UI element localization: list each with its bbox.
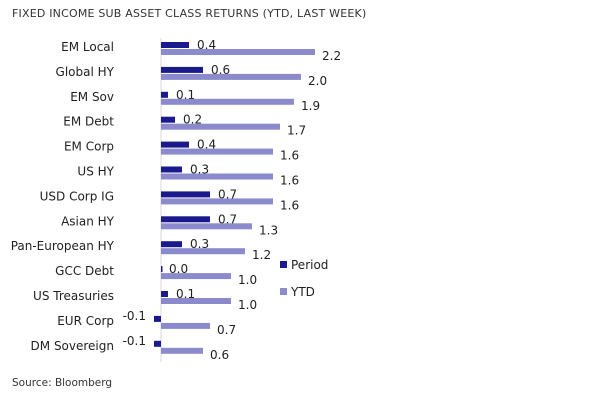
period-bar [161, 91, 168, 98]
legend-label-ytd: YTD [290, 285, 315, 299]
legend-swatch-period [280, 261, 287, 268]
ytd-bar [161, 298, 231, 304]
ytd-value-label: 1.0 [238, 273, 257, 287]
ytd-value-label: 1.2 [252, 248, 271, 262]
period-bar [161, 66, 203, 73]
period-bar [161, 291, 168, 297]
period-value-label: 0.3 [190, 163, 209, 177]
period-bar [161, 241, 182, 248]
ytd-value-label: 1.6 [280, 198, 299, 212]
ytd-value-label: 2.0 [308, 74, 327, 88]
legend-label-period: Period [291, 258, 328, 272]
category-label: Asian HY [61, 214, 115, 228]
period-value-label: -0.1 [123, 334, 146, 348]
ytd-bar [161, 148, 273, 155]
ytd-bar [161, 123, 280, 130]
ytd-bar [161, 73, 301, 80]
ytd-value-label: 0.6 [210, 348, 229, 362]
ytd-bar [161, 347, 203, 354]
category-label: US Treasuries [33, 289, 114, 303]
ytd-value-label: 1.7 [287, 124, 306, 138]
category-label: USD Corp IG [40, 189, 114, 203]
period-bar [161, 166, 182, 173]
category-label: Global HY [56, 65, 115, 79]
category-label: US HY [77, 165, 114, 179]
period-value-label: -0.1 [123, 309, 146, 323]
period-bar [161, 266, 163, 273]
chart-title: FIXED INCOME SUB ASSET CLASS RETURNS (YT… [12, 7, 367, 20]
category-label: EM Local [61, 40, 114, 54]
ytd-bar [161, 273, 231, 280]
period-value-label: 0.0 [169, 262, 188, 276]
period-value-label: 0.3 [190, 237, 209, 251]
period-value-label: 0.4 [197, 138, 216, 152]
ytd-value-label: 1.0 [238, 298, 257, 312]
period-bar [161, 191, 210, 198]
chart-source: Source: Bloomberg [12, 377, 113, 389]
category-label: EM Debt [63, 115, 114, 129]
ytd-bar [161, 49, 315, 55]
period-value-label: 0.7 [218, 212, 237, 226]
ytd-bar [161, 322, 210, 329]
category-label: EUR Corp [57, 314, 114, 328]
ytd-bar [161, 223, 252, 230]
category-label: DM Sovereign [31, 339, 114, 353]
period-value-label: 0.4 [197, 38, 216, 52]
legend-swatch-ytd [280, 288, 287, 295]
period-value-label: 0.1 [176, 287, 195, 301]
category-label: EM Corp [64, 140, 114, 154]
ytd-value-label: 1.6 [280, 149, 299, 163]
ytd-bar [161, 98, 294, 105]
period-bar [161, 42, 189, 48]
period-value-label: 0.6 [211, 63, 230, 77]
category-label: GCC Debt [55, 264, 114, 278]
period-bar [154, 315, 161, 322]
period-bar [161, 141, 189, 148]
ytd-bar [161, 248, 245, 255]
ytd-value-label: 1.9 [301, 99, 320, 113]
ytd-value-label: 2.2 [322, 49, 341, 63]
ytd-value-label: 1.3 [259, 223, 278, 237]
period-bar [154, 340, 161, 347]
category-label: Pan-European HY [11, 239, 115, 253]
period-value-label: 0.2 [183, 113, 202, 127]
period-bar [161, 116, 175, 123]
period-value-label: 0.7 [218, 187, 237, 201]
ytd-bar [161, 198, 273, 205]
period-value-label: 0.1 [176, 88, 195, 102]
period-bar [161, 216, 210, 223]
category-label: EM Sov [70, 90, 114, 104]
ytd-value-label: 1.6 [280, 174, 299, 188]
ytd-value-label: 0.7 [217, 323, 236, 337]
ytd-bar [161, 173, 273, 180]
